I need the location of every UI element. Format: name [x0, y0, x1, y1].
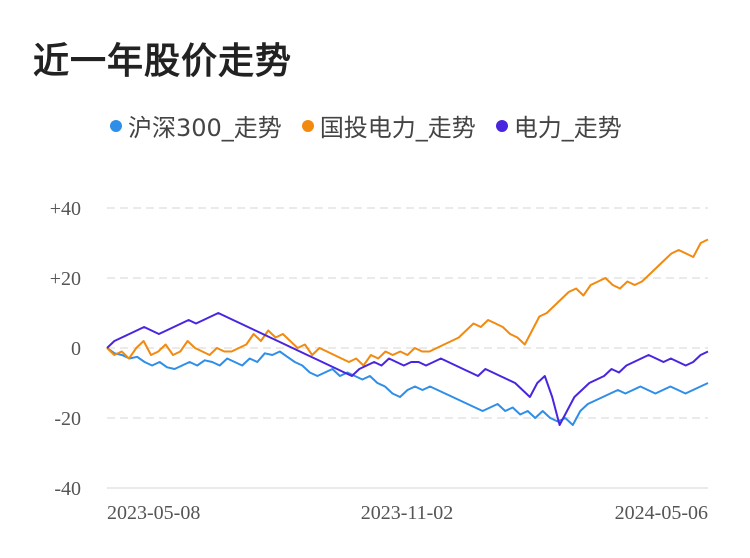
y-tick-label: -40 [54, 478, 81, 500]
series-line-sdic-power[interactable] [106, 238, 709, 367]
chart-title: 近一年股价走势 [33, 41, 293, 82]
series-line-power[interactable] [106, 312, 709, 426]
legend-marker-hs300 [110, 119, 122, 132]
x-tick-label: 2023-05-08 [107, 502, 200, 524]
chart-legend: 沪深300_走势 国投电力_走势 电力_走势 [110, 108, 622, 143]
legend-item-hs300[interactable]: 沪深300_走势 [110, 108, 282, 143]
legend-label-sdic-power: 国投电力_走势 [319, 114, 476, 142]
legend-label-power: 电力_走势 [513, 114, 622, 142]
x-tick-label: 2023-11-02 [361, 502, 454, 524]
legend-item-sdic-power[interactable]: 国投电力_走势 [301, 108, 476, 143]
legend-marker-sdic-power [301, 119, 314, 132]
x-tick-label: 2024-05-06 [615, 502, 708, 524]
y-tick-label: +40 [50, 198, 81, 220]
legend-item-power[interactable]: 电力_走势 [495, 108, 622, 143]
series-line-hs300[interactable] [106, 347, 709, 426]
y-tick-label: 0 [71, 338, 81, 360]
legend-label-hs300: 沪深300_走势 [128, 114, 282, 142]
y-tick-label: -20 [54, 408, 81, 430]
legend-marker-power [495, 119, 508, 132]
y-tick-label: +20 [50, 268, 81, 290]
